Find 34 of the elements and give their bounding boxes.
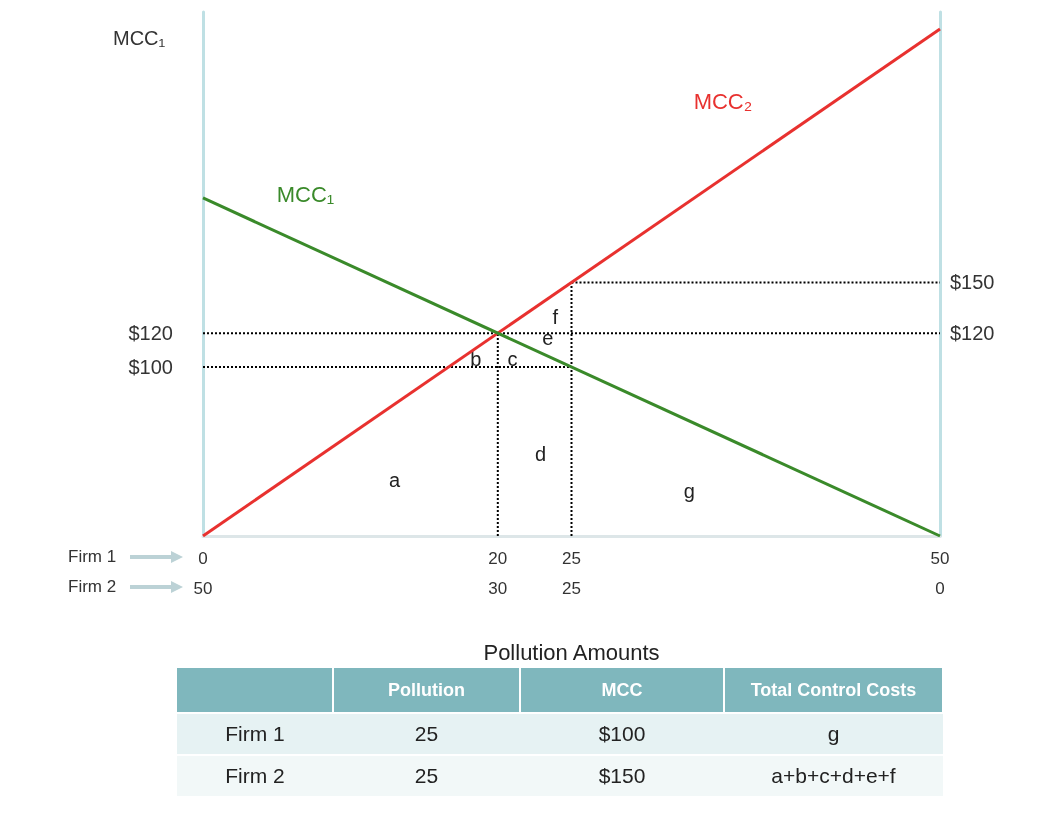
data-label: a+b+c+d+e+f [770,763,897,789]
x2-tick-label: 50 [193,579,213,598]
data-label: g [826,721,841,747]
x-axis-title: Pollution Amounts [483,639,660,665]
data-label: $150 [597,763,647,789]
x2-tick-label: 30 [488,579,508,598]
text: Firm 1 [68,547,117,566]
x2-tick-label: 0 [935,579,945,598]
series-label: MCC₂ [693,89,753,115]
data-label: 25 [413,763,440,789]
annotation: b [470,348,482,371]
x2-tick-label: 25 [562,579,581,598]
y2-tick-label: $150 [950,271,995,294]
series-label: Pollution [333,668,520,713]
category-label: Firm 1 [224,721,286,747]
y-axis-title: MCC₁ [113,27,166,49]
x-tick-label: 20 [488,549,508,568]
text: MCC [520,668,724,713]
series-label: MCC₁ [276,182,335,208]
x-tick-label: 25 [562,549,581,568]
y2-tick-label: $120 [950,322,995,345]
annotation: e [542,327,554,350]
annotation: c [507,348,518,371]
x-tick-label: 50 [930,549,950,568]
data-label: 25 [413,721,440,747]
category-label: Firm 2 [224,763,286,789]
annotation: d [534,442,547,465]
annotation: f [552,306,559,329]
annotation: g [683,479,695,502]
annotation: a [389,469,402,492]
data-label: $100 [597,721,647,747]
text: Total Control Costs [724,668,943,713]
text: Firm 2 [68,577,117,596]
x-tick-label: 0 [198,549,208,568]
